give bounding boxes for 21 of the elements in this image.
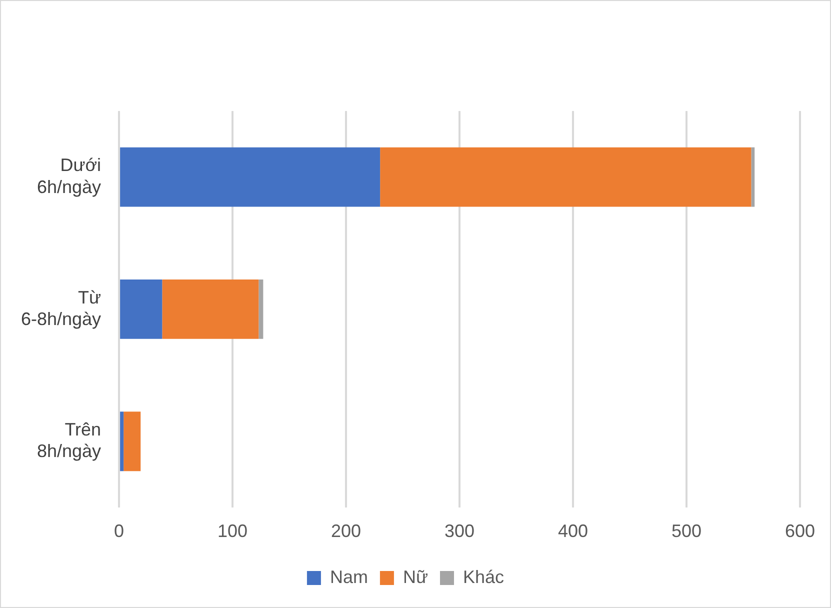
x-tick-label: 0 [114, 521, 124, 542]
bar [162, 279, 259, 339]
y-tick-label: Trên 8h/ngày [36, 420, 102, 462]
bar [380, 147, 752, 207]
x-tick-label: 300 [444, 521, 475, 542]
x-tick-label: 400 [558, 521, 588, 542]
bar [751, 147, 755, 207]
x-tick-label: 200 [331, 521, 362, 542]
bar [258, 279, 264, 339]
bar [120, 147, 380, 207]
legend-label: Nam [330, 566, 368, 587]
bar [124, 412, 141, 472]
bar [120, 279, 162, 339]
x-tick-label: 100 [218, 521, 248, 542]
y-tick-label: Từ 6-8h/ngày [20, 287, 102, 329]
bar [120, 412, 124, 472]
x-tick-label: 600 [784, 521, 816, 542]
legend-label: Nữ [402, 566, 428, 587]
x-tick-label: 500 [671, 521, 702, 542]
y-tick-label: Dưới 6h/ngày [36, 155, 102, 197]
legend-label: Khác [463, 566, 504, 587]
